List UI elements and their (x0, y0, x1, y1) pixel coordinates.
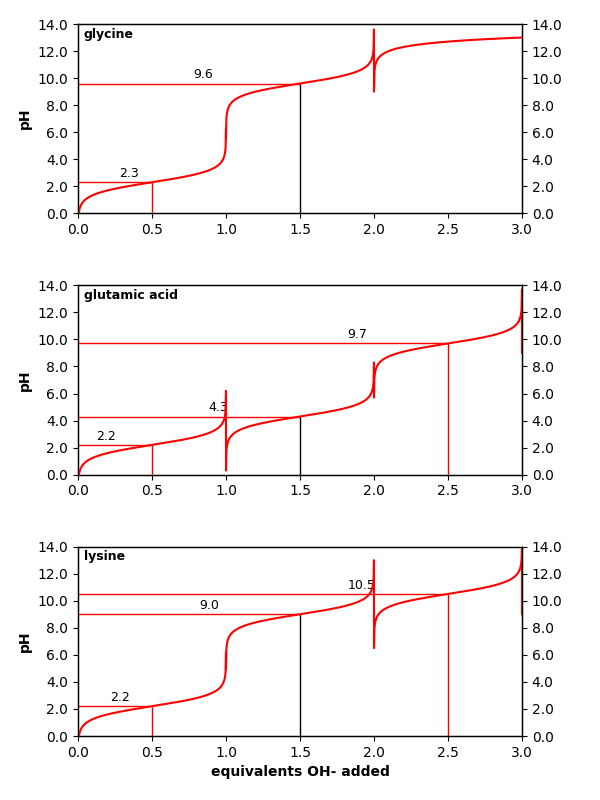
Text: 2.2: 2.2 (96, 430, 116, 442)
Text: 9.6: 9.6 (193, 68, 213, 81)
Text: 9.7: 9.7 (347, 328, 367, 341)
Text: glycine: glycine (84, 27, 134, 41)
Text: 10.5: 10.5 (347, 578, 375, 591)
X-axis label: equivalents OH- added: equivalents OH- added (211, 766, 389, 779)
Text: 2.3: 2.3 (119, 167, 139, 180)
Text: lysine: lysine (84, 550, 125, 563)
Text: 9.0: 9.0 (199, 599, 219, 612)
Text: 2.2: 2.2 (110, 691, 130, 704)
Text: 4.3: 4.3 (208, 401, 228, 414)
Y-axis label: pH: pH (18, 370, 32, 390)
Y-axis label: pH: pH (18, 108, 32, 130)
Text: glutamic acid: glutamic acid (84, 289, 178, 302)
Y-axis label: pH: pH (18, 630, 32, 652)
